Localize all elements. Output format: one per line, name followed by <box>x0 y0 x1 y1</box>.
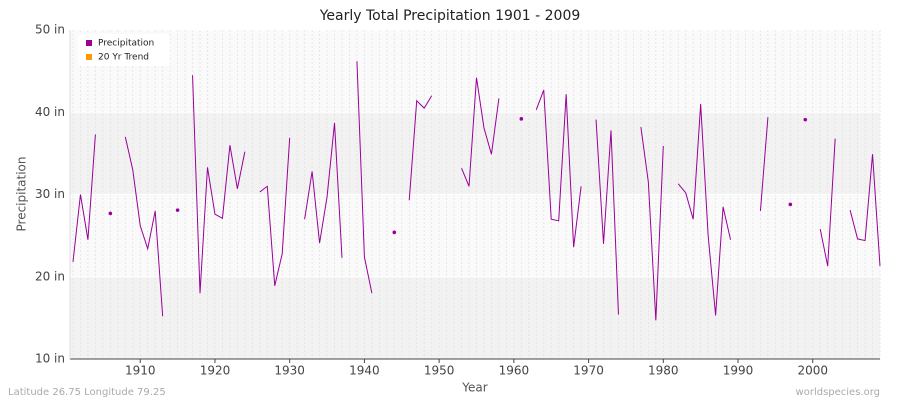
data-line <box>819 138 836 267</box>
x-tick-label: 1980 <box>648 364 679 378</box>
footer-left: Latitude 26.75 Longitude 79.25 <box>8 387 166 398</box>
y-tick-label: 40 in <box>35 105 65 119</box>
data-line <box>124 136 164 317</box>
data-line <box>759 117 769 211</box>
y-tick-label: 50 in <box>35 23 65 37</box>
legend-label: Precipitation <box>98 39 154 49</box>
data-line <box>408 95 433 201</box>
x-tick-label: 1940 <box>349 364 380 378</box>
y-tick-label: 30 in <box>35 187 65 201</box>
data-point <box>108 211 113 216</box>
x-tick-label: 2000 <box>797 364 828 378</box>
data-line <box>72 134 96 262</box>
data-point <box>519 117 524 121</box>
legend-swatch <box>86 40 92 46</box>
data-line <box>461 77 500 187</box>
band <box>70 112 880 195</box>
band <box>70 194 880 277</box>
chart-title: Yearly Total Precipitation 1901 - 2009 <box>319 8 581 24</box>
data-line <box>595 119 619 315</box>
y-tick-label: 20 in <box>35 269 65 283</box>
data-line <box>677 103 732 316</box>
data-line <box>192 75 246 294</box>
data-point <box>175 208 180 212</box>
x-axis-label: Year <box>461 381 487 395</box>
y-axis-label: Precipitation <box>15 156 29 231</box>
x-tick-label: 1990 <box>723 364 754 378</box>
data-point <box>803 117 808 122</box>
legend: Precipitation 20 Yr Trend <box>78 34 170 66</box>
x-tick-label: 1970 <box>573 364 604 378</box>
data-point <box>788 202 793 207</box>
x-tick-label: 1930 <box>274 364 305 378</box>
data-line <box>356 61 373 294</box>
data-line <box>640 126 664 321</box>
footer-right: worldspecies.org <box>796 387 880 398</box>
x-tick-label: 1960 <box>499 364 530 378</box>
legend-swatch <box>86 54 92 60</box>
data-line <box>535 89 582 248</box>
data-line <box>849 154 881 267</box>
x-tick-label: 1910 <box>125 364 156 378</box>
data-line <box>304 122 343 258</box>
legend-box <box>78 34 170 66</box>
data-line <box>259 137 291 286</box>
x-tick-label: 1950 <box>424 364 455 378</box>
legend-label: 20 Yr Trend <box>98 53 149 63</box>
band <box>70 276 880 359</box>
y-tick-label: 10 in <box>35 352 65 366</box>
data-point <box>392 230 397 235</box>
x-tick-label: 1920 <box>200 364 231 378</box>
